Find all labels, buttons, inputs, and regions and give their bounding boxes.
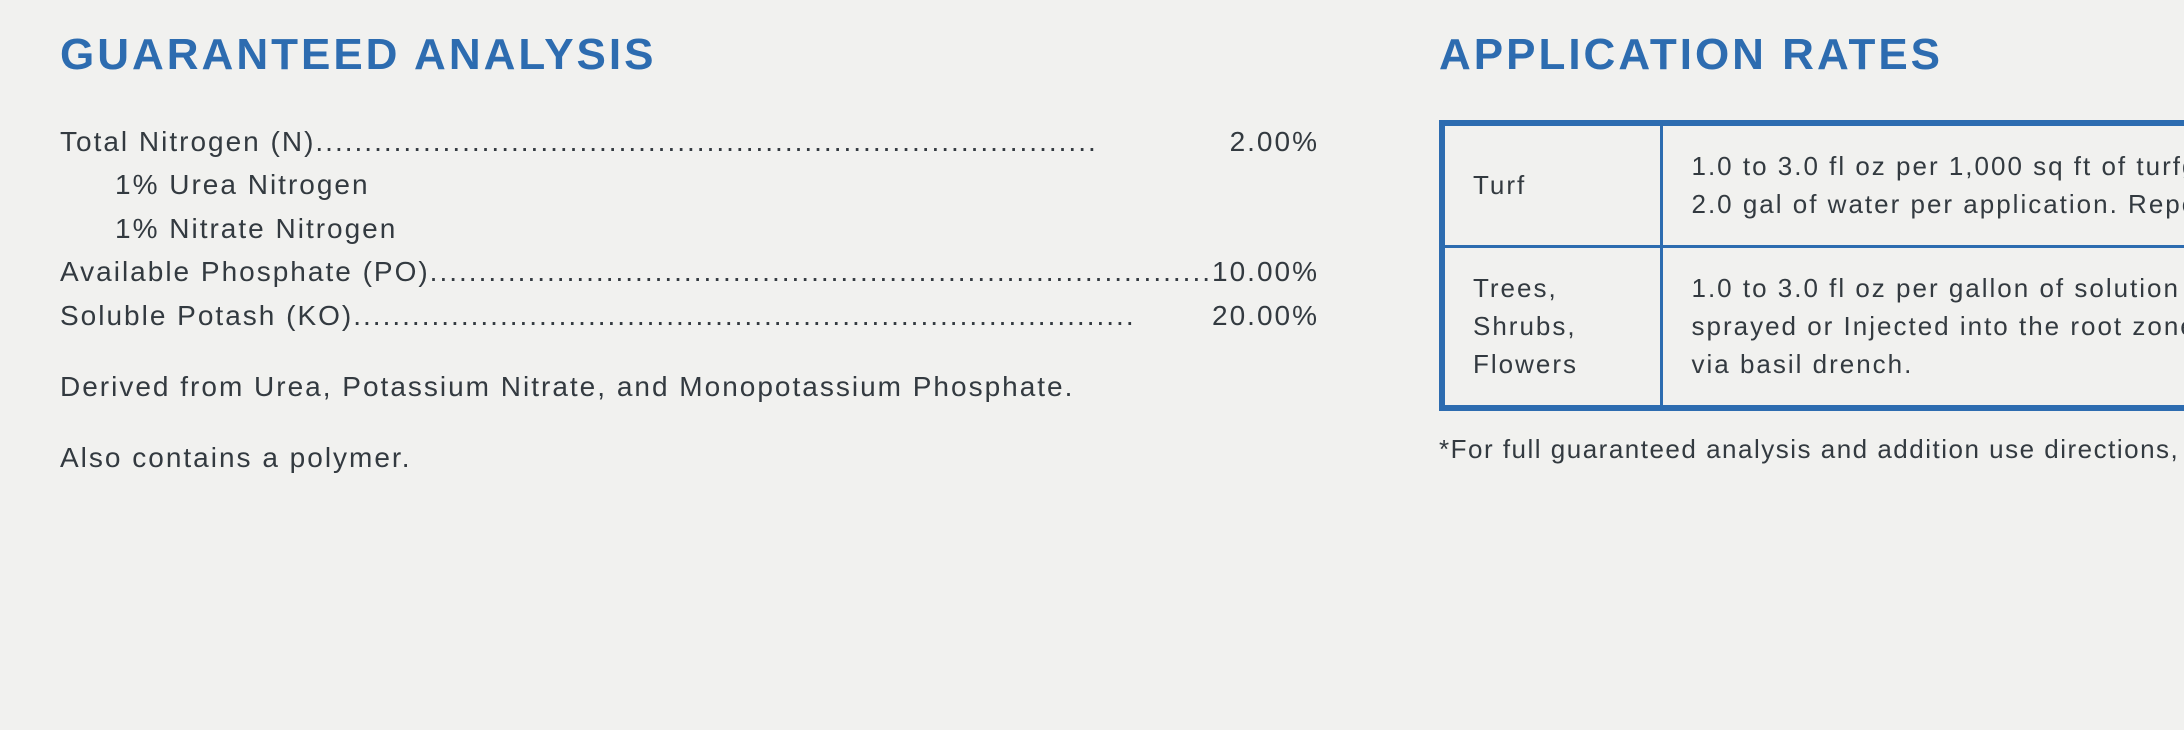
analysis-subitem: 1% Nitrate Nitrogen xyxy=(60,207,1319,250)
dot-leader xyxy=(315,120,1229,163)
analysis-value: 10.00% xyxy=(1212,250,1319,293)
analysis-value: 2.00% xyxy=(1230,120,1319,163)
analysis-row: Available Phosphate (PO) 10.00% xyxy=(60,250,1319,293)
application-rates-section: APPLICATION RATES Turf 1.0 to 3.0 fl oz … xyxy=(1379,0,2184,730)
dot-leader xyxy=(430,250,1212,293)
rate-text-cell: 1.0 to 3.0 fl oz per 1,000 sq ft of turf… xyxy=(1662,123,2184,247)
guaranteed-analysis-section: GUARANTEED ANALYSIS Total Nitrogen (N) 2… xyxy=(0,0,1379,730)
analysis-row: Total Nitrogen (N) 2.00% xyxy=(60,120,1319,163)
table-row: Trees, Shrubs, Flowers 1.0 to 3.0 fl oz … xyxy=(1442,247,2184,409)
analysis-label: Available Phosphate (PO) xyxy=(60,250,430,293)
analysis-value: 20.00% xyxy=(1212,294,1319,337)
rate-text-cell: 1.0 to 3.0 fl oz per gallon of solution … xyxy=(1662,247,2184,409)
application-rates-title: APPLICATION RATES xyxy=(1439,30,2184,80)
derived-from-text: Derived from Urea, Potassium Nitrate, an… xyxy=(60,365,1319,408)
analysis-label: Total Nitrogen (N) xyxy=(60,120,315,163)
guaranteed-analysis-title: GUARANTEED ANALYSIS xyxy=(60,30,1319,80)
dot-leader xyxy=(353,294,1212,337)
analysis-label: Soluble Potash (KO) xyxy=(60,294,353,337)
analysis-subitem: 1% Urea Nitrogen xyxy=(60,163,1319,206)
table-row: Turf 1.0 to 3.0 fl oz per 1,000 sq ft of… xyxy=(1442,123,2184,247)
guaranteed-analysis-body: Total Nitrogen (N) 2.00% 1% Urea Nitroge… xyxy=(60,120,1319,480)
footnote-text: *For full guaranteed analysis and additi… xyxy=(1439,431,2184,467)
also-contains-text: Also contains a polymer. xyxy=(60,436,1319,479)
analysis-row: Soluble Potash (KO) 20.00% xyxy=(60,294,1319,337)
rate-label-cell: Turf xyxy=(1442,123,1662,247)
application-rates-table: Turf 1.0 to 3.0 fl oz per 1,000 sq ft of… xyxy=(1439,120,2184,411)
rate-label-cell: Trees, Shrubs, Flowers xyxy=(1442,247,1662,409)
